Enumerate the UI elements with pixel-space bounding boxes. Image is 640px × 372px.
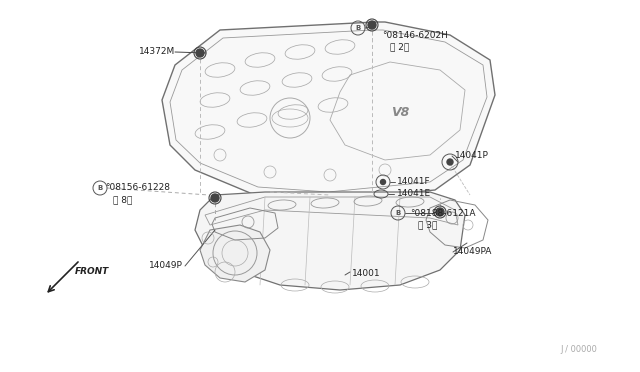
- Circle shape: [368, 21, 376, 29]
- Text: 14001: 14001: [352, 269, 381, 279]
- Text: B: B: [355, 25, 360, 31]
- Text: °08156-61228: °08156-61228: [105, 183, 170, 192]
- Text: J / 00000: J / 00000: [560, 346, 597, 355]
- Text: B: B: [97, 185, 102, 191]
- Circle shape: [196, 49, 204, 57]
- Text: 14041P: 14041P: [455, 151, 489, 160]
- Text: 〈 8〉: 〈 8〉: [113, 196, 132, 205]
- Text: °08188-6121A: °08188-6121A: [410, 208, 476, 218]
- Circle shape: [211, 194, 219, 202]
- Text: °08146-6202H: °08146-6202H: [382, 31, 448, 39]
- Text: 14372M: 14372M: [139, 48, 175, 57]
- Text: V8: V8: [391, 106, 409, 119]
- Circle shape: [436, 208, 444, 216]
- Text: 14041F: 14041F: [397, 177, 431, 186]
- Polygon shape: [195, 192, 465, 290]
- Text: FRONT: FRONT: [75, 267, 109, 276]
- Text: 14049PA: 14049PA: [453, 247, 492, 257]
- Polygon shape: [162, 22, 495, 200]
- Text: 14049P: 14049P: [149, 262, 183, 270]
- Text: 〈 3〉: 〈 3〉: [418, 221, 437, 230]
- Text: B: B: [396, 210, 401, 216]
- Text: 〈 2〉: 〈 2〉: [390, 42, 409, 51]
- Text: 14041E: 14041E: [397, 189, 431, 199]
- Circle shape: [381, 180, 385, 185]
- Polygon shape: [200, 225, 270, 282]
- Circle shape: [447, 159, 453, 165]
